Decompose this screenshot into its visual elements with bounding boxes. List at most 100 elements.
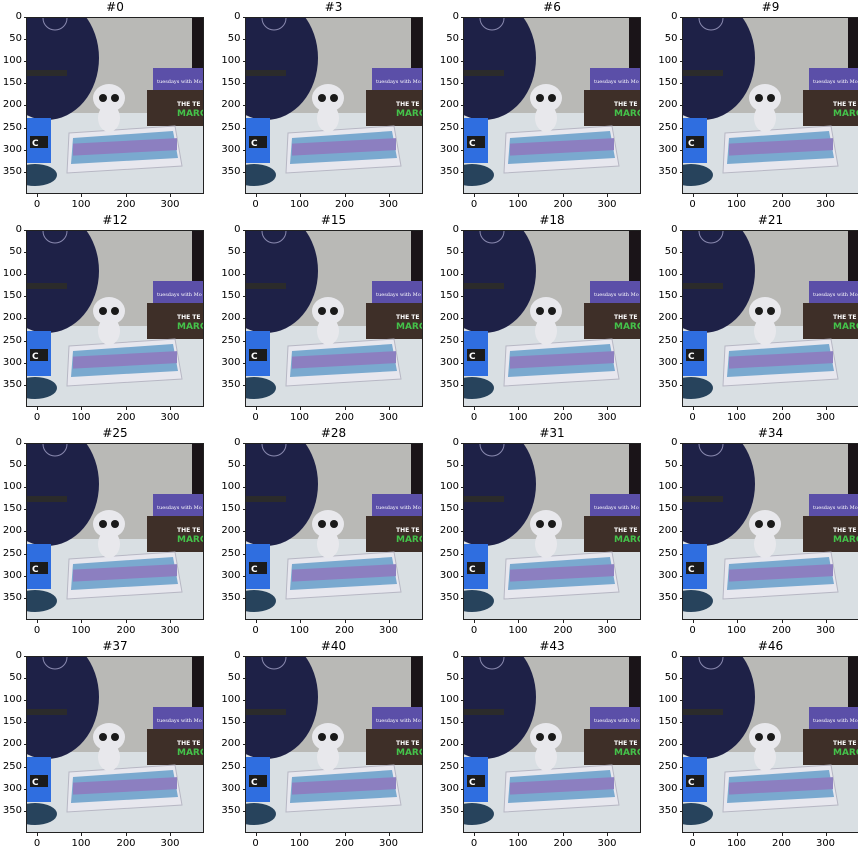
- y-tick-label: 100: [0, 482, 22, 492]
- y-tick-label: 50: [0, 460, 22, 470]
- y-tick-label: 150: [219, 291, 241, 301]
- box-label: C: [469, 778, 476, 788]
- y-tick-label: 50: [0, 673, 22, 683]
- scene-photo: tuesdays with Mo THE TE MARG C: [27, 18, 203, 193]
- y-tick-label: 350: [437, 806, 459, 816]
- y-tick-label: 250: [656, 336, 678, 346]
- frame-panel: #28 tuesdays with Mo THE TE MARG C 05010…: [219, 426, 437, 638]
- panel-title: #12: [26, 213, 204, 227]
- book-title-text: THE TE: [396, 314, 420, 321]
- scene-photo: tuesdays with Mo THE TE MARG C: [464, 231, 640, 406]
- x-tick-label: 100: [285, 413, 315, 423]
- scene-photo: tuesdays with Mo THE TE MARG C: [464, 444, 640, 619]
- x-tick-label: 100: [503, 200, 533, 210]
- y-tick-label: 350: [219, 806, 241, 816]
- box-label: C: [688, 139, 695, 149]
- x-tick-label: 100: [503, 626, 533, 636]
- y-tick-label: 250: [219, 123, 241, 133]
- book-spine-text: tuesdays with Mo: [376, 79, 421, 85]
- y-tick-label: 50: [437, 247, 459, 257]
- y-tick-label: 150: [656, 717, 678, 727]
- y-tick-label: 300: [0, 358, 22, 368]
- scene-photo: tuesdays with Mo THE TE MARG C: [27, 444, 203, 619]
- panel-title: #9: [682, 0, 858, 14]
- x-tick-label: 0: [678, 200, 708, 210]
- panel-title: #0: [26, 0, 204, 14]
- photo-frame: tuesdays with Mo THE TE MARG C: [245, 17, 423, 194]
- photo-frame: tuesdays with Mo THE TE MARG C: [463, 443, 641, 620]
- y-tick-label: 50: [437, 673, 459, 683]
- book-spine-text: tuesdays with Mo: [594, 505, 639, 511]
- x-tick-label: 300: [811, 413, 841, 423]
- photo-frame: tuesdays with Mo THE TE MARG C: [26, 443, 204, 620]
- x-tick-label: 0: [459, 413, 489, 423]
- y-tick-label: 250: [437, 336, 459, 346]
- photo-frame: tuesdays with Mo THE TE MARG C: [682, 17, 858, 194]
- y-tick-label: 350: [219, 593, 241, 603]
- y-tick-label: 250: [437, 549, 459, 559]
- x-tick-label: 0: [241, 413, 271, 423]
- x-tick-label: 200: [330, 413, 360, 423]
- book-spine-text: tuesdays with Mo: [376, 718, 421, 724]
- frame-panel: #6 tuesdays with Mo THE TE MARG C 050100…: [437, 0, 655, 212]
- y-tick-label: 350: [0, 806, 22, 816]
- y-tick-label: 150: [219, 78, 241, 88]
- box-label: C: [32, 139, 39, 149]
- x-tick-label: 300: [811, 200, 841, 210]
- y-tick-label: 50: [0, 247, 22, 257]
- book-spine-text: tuesdays with Mo: [376, 505, 421, 511]
- y-tick-label: 50: [437, 460, 459, 470]
- book-spine-text: tuesdays with Mo: [376, 292, 421, 298]
- x-tick-label: 0: [22, 626, 52, 636]
- book-title-text: THE TE: [833, 740, 857, 747]
- y-tick-label: 0: [219, 225, 241, 235]
- y-tick-label: 0: [0, 438, 22, 448]
- panel-title: #46: [682, 639, 858, 653]
- y-tick-label: 150: [437, 717, 459, 727]
- book-author-text: MARG: [614, 322, 640, 332]
- y-tick-label: 150: [0, 717, 22, 727]
- y-tick-label: 150: [219, 717, 241, 727]
- y-tick-label: 300: [437, 784, 459, 794]
- y-tick-label: 50: [219, 460, 241, 470]
- book-title-text: THE TE: [177, 101, 201, 108]
- photo-frame: tuesdays with Mo THE TE MARG C: [463, 17, 641, 194]
- box-label: C: [32, 565, 39, 575]
- y-tick-label: 350: [219, 380, 241, 390]
- y-tick-label: 50: [656, 460, 678, 470]
- scene-photo: tuesdays with Mo THE TE MARG C: [27, 231, 203, 406]
- y-tick-label: 0: [437, 438, 459, 448]
- y-tick-label: 350: [656, 806, 678, 816]
- frame-panel: #15 tuesdays with Mo THE TE MARG C 05010…: [219, 213, 437, 425]
- photo-frame: tuesdays with Mo THE TE MARG C: [26, 17, 204, 194]
- y-tick-label: 100: [0, 269, 22, 279]
- y-tick-label: 300: [0, 784, 22, 794]
- y-tick-label: 300: [219, 358, 241, 368]
- y-tick-label: 100: [437, 482, 459, 492]
- y-tick-label: 100: [437, 695, 459, 705]
- x-tick-label: 300: [374, 200, 404, 210]
- y-tick-label: 350: [437, 380, 459, 390]
- x-tick-label: 200: [548, 200, 578, 210]
- y-tick-label: 100: [656, 482, 678, 492]
- x-tick-label: 300: [155, 413, 185, 423]
- frame-panel: #9 tuesdays with Mo THE TE MARG C 050100…: [656, 0, 858, 212]
- y-tick-label: 50: [656, 34, 678, 44]
- frame-panel: #25 tuesdays with Mo THE TE MARG C 05010…: [0, 426, 218, 638]
- y-tick-label: 250: [437, 762, 459, 772]
- y-tick-label: 350: [656, 380, 678, 390]
- y-tick-label: 150: [0, 291, 22, 301]
- x-tick-label: 200: [548, 413, 578, 423]
- y-tick-label: 0: [219, 12, 241, 22]
- y-tick-label: 300: [437, 358, 459, 368]
- book-spine-text: tuesdays with Mo: [813, 79, 858, 85]
- photo-frame: tuesdays with Mo THE TE MARG C: [245, 443, 423, 620]
- y-tick-label: 200: [219, 313, 241, 323]
- scene-photo: tuesdays with Mo THE TE MARG C: [246, 444, 422, 619]
- y-tick-label: 50: [219, 34, 241, 44]
- y-tick-label: 0: [0, 225, 22, 235]
- book-title-text: THE TE: [396, 101, 420, 108]
- book-spine-text: tuesdays with Mo: [594, 79, 639, 85]
- scene-photo: tuesdays with Mo THE TE MARG C: [683, 231, 858, 406]
